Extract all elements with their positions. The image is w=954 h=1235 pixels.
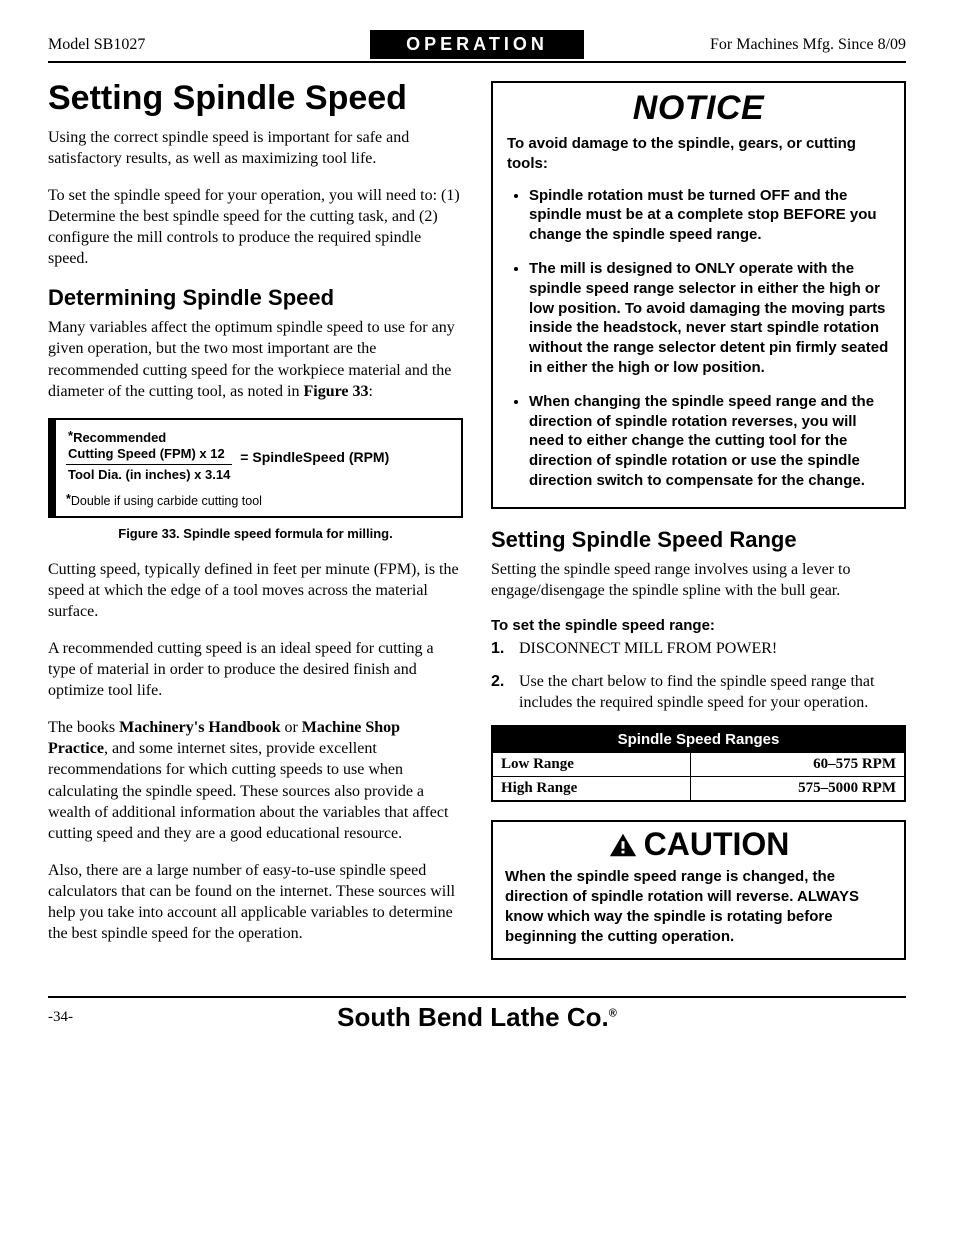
formula-numerator: *Recommended Cutting Speed (FPM) x 12 bbox=[66, 430, 227, 465]
step-item: DISCONNECT MILL FROM POWER! bbox=[491, 638, 906, 659]
table-row: Low Range 60–575 RPM bbox=[492, 753, 905, 777]
ref-mid: or bbox=[280, 719, 301, 736]
notice-box: NOTICE To avoid damage to the spindle, g… bbox=[491, 81, 906, 509]
warning-icon bbox=[608, 831, 638, 859]
formula-row: *Recommended Cutting Speed (FPM) x 12 To… bbox=[66, 430, 451, 484]
step-item: Use the chart below to find the spindle … bbox=[491, 671, 906, 713]
range-value: 575–5000 RPM bbox=[690, 777, 905, 802]
steps-list: DISCONNECT MILL FROM POWER! Use the char… bbox=[491, 638, 906, 713]
formula-rhs: = SpindleSpeed (RPM) bbox=[240, 449, 389, 465]
asterisk-icon: * bbox=[66, 492, 71, 506]
ref-post: , and some internet sites, provide excel… bbox=[48, 740, 448, 841]
section-label: OPERATION bbox=[370, 30, 584, 59]
determining-text-post: : bbox=[369, 383, 373, 400]
notice-list: Spindle rotation must be turned OFF and … bbox=[507, 186, 890, 491]
references-paragraph: The books Machinery's Handbook or Machin… bbox=[48, 717, 463, 844]
numerator-line1: Recommended bbox=[73, 430, 166, 445]
book-ref-1: Machinery's Handbook bbox=[119, 719, 280, 736]
steps-heading: To set the spindle speed range: bbox=[491, 617, 906, 634]
determining-paragraph: Many variables affect the optimum spindl… bbox=[48, 317, 463, 401]
figure-ref: Figure 33 bbox=[304, 383, 369, 400]
left-column: Setting Spindle Speed Using the correct … bbox=[48, 81, 463, 960]
right-column: NOTICE To avoid damage to the spindle, g… bbox=[491, 81, 906, 960]
caution-title: CAUTION bbox=[505, 826, 892, 863]
table-header: Spindle Speed Ranges bbox=[492, 726, 905, 753]
range-value: 60–575 RPM bbox=[690, 753, 905, 777]
notice-item: When changing the spindle speed range an… bbox=[529, 392, 890, 491]
intro-paragraph-1: Using the correct spindle speed is impor… bbox=[48, 127, 463, 169]
caution-body: When the spindle speed range is changed,… bbox=[505, 867, 892, 946]
page-title: Setting Spindle Speed bbox=[48, 81, 463, 117]
page-footer: -34- South Bend Lathe Co.® bbox=[48, 996, 906, 1033]
footnote-text: Double if using carbide cutting tool bbox=[71, 494, 262, 508]
page-number: -34- bbox=[48, 1009, 108, 1026]
brand-name: South Bend Lathe Co.® bbox=[108, 1002, 846, 1033]
notice-item: Spindle rotation must be turned OFF and … bbox=[529, 186, 890, 245]
spindle-range-table: Spindle Speed Ranges Low Range 60–575 RP… bbox=[491, 725, 906, 802]
formula-denominator: Tool Dia. (in inches) x 3.14 bbox=[66, 464, 232, 483]
asterisk-icon: * bbox=[68, 428, 73, 443]
page-header: Model SB1027 OPERATION For Machines Mfg.… bbox=[48, 30, 906, 63]
registered-mark: ® bbox=[609, 1008, 617, 1020]
ref-pre: The books bbox=[48, 719, 119, 736]
caution-box: CAUTION When the spindle speed range is … bbox=[491, 820, 906, 960]
determining-heading: Determining Spindle Speed bbox=[48, 285, 463, 311]
brand-text: South Bend Lathe Co. bbox=[337, 1002, 609, 1032]
formula-fraction: *Recommended Cutting Speed (FPM) x 12 To… bbox=[66, 430, 232, 484]
calculators-paragraph: Also, there are a large number of easy-t… bbox=[48, 860, 463, 944]
recommended-speed-def: A recommended cutting speed is an ideal … bbox=[48, 638, 463, 701]
mfg-date-label: For Machines Mfg. Since 8/09 bbox=[584, 36, 906, 54]
range-name: Low Range bbox=[492, 753, 690, 777]
formula-footnote: *Double if using carbide cutting tool bbox=[66, 494, 451, 508]
notice-item: The mill is designed to ONLY operate wit… bbox=[529, 259, 890, 378]
range-name: High Range bbox=[492, 777, 690, 802]
figure-caption: Figure 33. Spindle speed formula for mil… bbox=[48, 526, 463, 541]
determining-text-pre: Many variables affect the optimum spindl… bbox=[48, 319, 455, 399]
cutting-speed-def: Cutting speed, typically defined in feet… bbox=[48, 559, 463, 622]
caution-title-text: CAUTION bbox=[644, 826, 790, 863]
range-heading: Setting Spindle Speed Range bbox=[491, 527, 906, 553]
formula-box: *Recommended Cutting Speed (FPM) x 12 To… bbox=[48, 418, 463, 518]
content-columns: Setting Spindle Speed Using the correct … bbox=[48, 81, 906, 960]
notice-body: To avoid damage to the spindle, gears, o… bbox=[507, 134, 890, 491]
range-paragraph: Setting the spindle speed range involves… bbox=[491, 559, 906, 601]
notice-title: NOTICE bbox=[507, 89, 890, 128]
intro-paragraph-2: To set the spindle speed for your operat… bbox=[48, 185, 463, 269]
model-label: Model SB1027 bbox=[48, 36, 370, 54]
table-row: High Range 575–5000 RPM bbox=[492, 777, 905, 802]
notice-lead: To avoid damage to the spindle, gears, o… bbox=[507, 134, 890, 174]
numerator-line2: Cutting Speed (FPM) x 12 bbox=[68, 446, 225, 461]
